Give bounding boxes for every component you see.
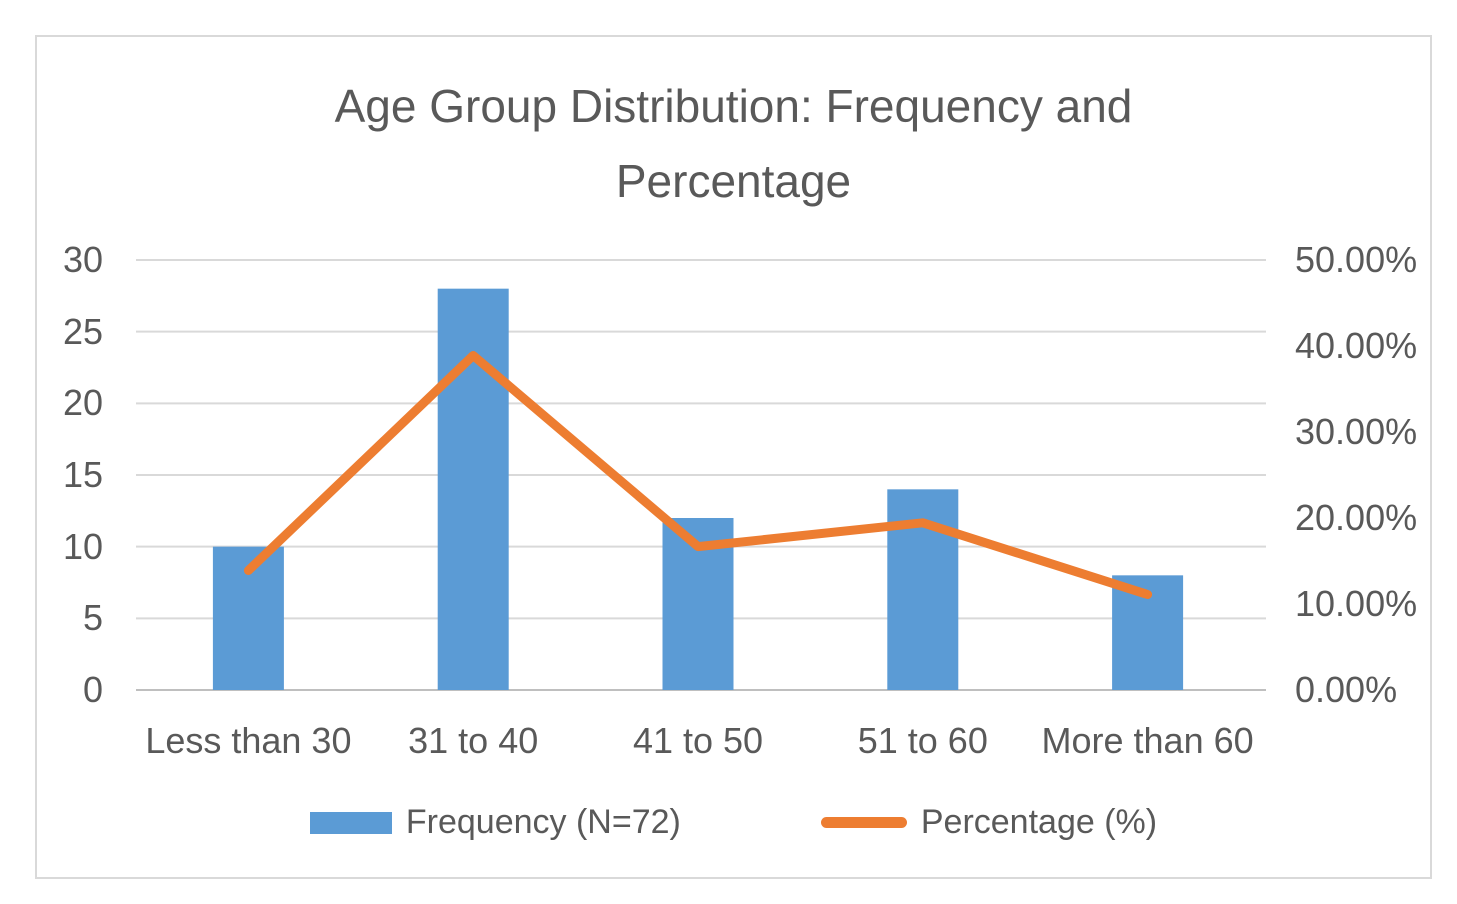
x-category-label: More than 60 [1041, 720, 1254, 761]
legend-item: Frequency (N=72) [309, 803, 681, 842]
x-category-label: Less than 30 [145, 720, 352, 761]
legend-item: Percentage (%) [820, 803, 1158, 842]
y-right-tick-label: 10.00% [1295, 583, 1418, 624]
chart-container: Age Group Distribution: Frequency and Pe… [35, 35, 1432, 879]
y-right-tick-label: 30.00% [1295, 411, 1418, 452]
y-left-tick-label: 25 [62, 310, 103, 352]
x-category-label: 31 to 40 [408, 720, 539, 761]
y-right-tick-label: 40.00% [1295, 325, 1418, 366]
chart-title-text: Age Group Distribution: Frequency and Pe… [334, 80, 1133, 207]
plot-area [136, 259, 1266, 691]
y-left-tick-label: 20 [62, 382, 103, 424]
y-left-tick-label: 15 [62, 454, 103, 495]
percentage-line [243, 351, 1153, 599]
legend-label: Percentage (%) [920, 803, 1158, 841]
y-right-tick-label: 50.00% [1295, 239, 1418, 280]
y-left-tick-label: 0 [82, 669, 103, 710]
legend-label: Frequency (N=72) [405, 803, 681, 841]
y-right-tick-label: 0.00% [1295, 669, 1398, 710]
x-category-label: 51 to 60 [857, 720, 988, 761]
legend-line-swatch-icon [820, 817, 907, 828]
y-left-tick-label: 10 [62, 525, 103, 567]
legend-bar-swatch-icon [309, 811, 392, 834]
y-left-tick-label: 30 [62, 239, 103, 280]
x-category-label: 41 to 50 [632, 720, 764, 761]
legend: Frequency (N=72) Percentage (%) [37, 803, 1430, 842]
chart-title: Age Group Distribution: Frequency and Pe… [37, 69, 1430, 218]
y-right-tick-label: 20.00% [1295, 497, 1418, 538]
frequency-bar [437, 288, 509, 690]
y-left-tick-label: 5 [82, 597, 103, 639]
